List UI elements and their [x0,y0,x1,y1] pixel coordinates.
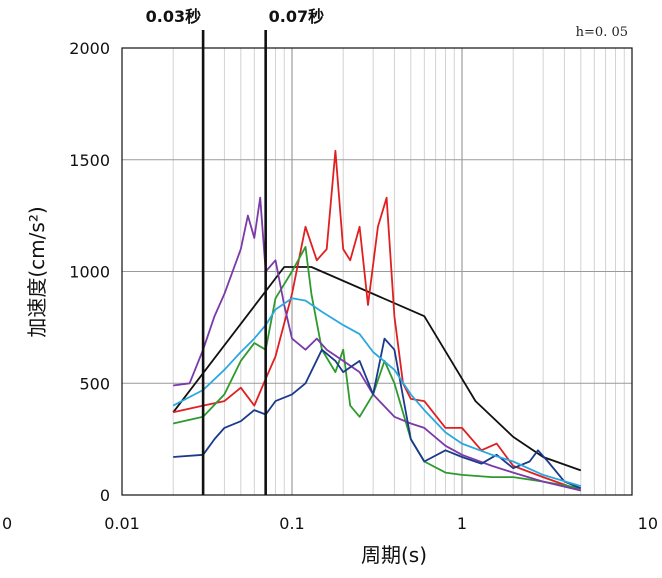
plot-frame [121,47,633,496]
y-tick-label: 500 [79,374,110,393]
y-tick-label: 2000 [69,39,110,58]
reference-line-label-2: 0.07秒 [269,7,324,26]
tick-labels: 0 500 1000 1500 2000 0.01 0.1 1 10 [69,39,658,533]
y-tick-label: 0 [100,486,110,505]
y-tick-label: 1500 [69,151,110,170]
series-layer [172,149,582,492]
damping-annotation: h=0. 05 [576,25,628,40]
series-line-3 [173,246,581,490]
series-line-5 [173,337,582,490]
series-line-2 [173,149,582,492]
reference-lines: 0.03秒 0.07秒 [146,7,324,495]
y-tick-label: 1000 [69,263,110,282]
x-axis-title: 周期(s) [361,543,427,567]
y-axis-title: 加速度(cm/s²) [25,206,49,337]
series-line-4 [173,196,582,492]
reference-line-label-1: 0.03秒 [146,7,201,26]
edge-tick-label: 0 [2,514,12,533]
series-line-6 [172,297,582,487]
x-tick-label: 0.1 [279,514,304,533]
x-tick-label: 0.01 [104,514,140,533]
series-line-1 [172,266,582,472]
x-tick-label: 10 [638,514,658,533]
x-tick-label: 1 [457,514,467,533]
